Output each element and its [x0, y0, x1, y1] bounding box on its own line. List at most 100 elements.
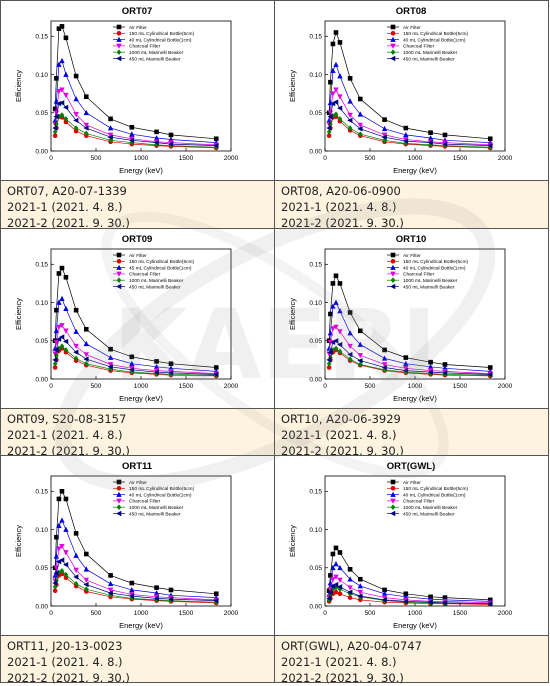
chart-ortgwl: ORT(GWL) 0 500 1000 1500 2000 0.00 0.05 0.10 0.15…	[288, 461, 513, 630]
series-line	[328, 63, 491, 143]
data-point	[154, 597, 159, 603]
legend-label: 150 mL Cylindrical Bottle(5cm)	[129, 31, 195, 37]
data-point	[347, 76, 353, 81]
data-point	[442, 142, 448, 149]
y-tick-label: 0.05	[35, 110, 48, 117]
x-tick-label: 1500	[453, 610, 468, 617]
caption-date-2: 2021-2 (2021. 9. 30.)	[281, 444, 404, 458]
legend-label: 450 mL Marinelli Beaker	[403, 511, 455, 517]
data-point	[129, 587, 135, 593]
legend-marker	[390, 49, 396, 55]
data-point	[337, 73, 343, 79]
data-point	[213, 144, 219, 150]
data-point	[52, 351, 58, 357]
data-point	[333, 561, 339, 567]
legend-marker	[390, 510, 396, 517]
data-point	[83, 326, 89, 332]
data-point	[129, 354, 135, 360]
x-tick-label: 0	[49, 155, 53, 162]
data-point	[168, 370, 174, 376]
caption-date-1: 2021-1 (2021. 4. 8.)	[7, 655, 123, 669]
data-point	[357, 126, 363, 132]
data-point	[168, 596, 174, 602]
series-line	[54, 60, 217, 143]
data-point	[333, 324, 339, 330]
data-point	[153, 369, 159, 375]
data-point	[357, 111, 363, 117]
data-point	[213, 365, 219, 370]
data-point	[442, 362, 448, 367]
data-point	[63, 35, 69, 41]
x-tick-label: 1500	[179, 610, 194, 617]
data-point	[168, 132, 174, 138]
table-rule	[0, 635, 549, 636]
data-point	[427, 599, 433, 605]
legend-marker	[116, 31, 122, 36]
legend-label: Air Filter	[403, 480, 421, 486]
data-point	[403, 132, 409, 138]
legend-label: 1000 mL Marinelli Beaker	[129, 50, 184, 56]
data-point	[56, 299, 62, 305]
data-point	[59, 112, 65, 118]
data-point	[333, 545, 339, 551]
data-point	[107, 132, 114, 138]
data-point	[129, 360, 135, 367]
y-tick-label: 0.00	[35, 603, 48, 610]
data-point	[52, 357, 58, 363]
table-rule	[0, 180, 549, 181]
legend-marker	[390, 504, 396, 510]
x-axis-label: Energy (keV)	[393, 394, 437, 403]
chart-title: ORT(GWL)	[387, 461, 436, 472]
panel-ort11-chart-cell: ORT11 0 500 1000 1500 2000 0.00 0.05 0.10 0.15 Ene…	[1, 456, 274, 635]
y-tick-label: 0.10	[35, 72, 48, 79]
data-point	[402, 138, 409, 144]
data-point	[333, 87, 339, 93]
data-point	[63, 496, 69, 502]
legend-label: 40 mL Cylindrical Bottle(1cm)	[403, 265, 466, 271]
data-point	[337, 584, 343, 590]
data-point	[83, 94, 89, 100]
legend-label: 450 mL Marinelli Beaker	[129, 511, 181, 517]
caption-date-2: 2021-2 (2021. 9. 30.)	[7, 216, 130, 230]
legend-marker	[390, 283, 396, 290]
legend-label: 45 mL Cylindrical Bottle(1cm)	[129, 265, 192, 271]
data-point	[107, 580, 114, 587]
legend-marker	[116, 510, 122, 517]
legend-label: 150 mL Cylindrical Bottle(5cm)	[129, 259, 195, 265]
data-point	[129, 139, 135, 146]
data-point	[213, 136, 219, 142]
data-point	[56, 522, 62, 529]
y-tick-label: 0.05	[309, 110, 322, 117]
data-point	[357, 341, 363, 347]
data-point	[59, 544, 65, 550]
data-point	[52, 588, 58, 594]
y-tick-label: 0.05	[35, 338, 48, 345]
data-point	[59, 100, 65, 106]
data-point	[326, 357, 332, 363]
data-point	[327, 589, 333, 595]
data-point	[427, 369, 433, 375]
data-point	[427, 363, 434, 370]
legend-marker	[116, 504, 122, 510]
data-point	[347, 330, 353, 336]
data-point	[427, 139, 433, 146]
legend-marker	[116, 271, 122, 277]
x-tick-label: 1000	[134, 383, 149, 390]
y-tick-label: 0.05	[309, 338, 322, 345]
series-line	[54, 267, 217, 368]
data-point	[63, 274, 69, 280]
data-point	[83, 551, 89, 557]
legend-marker	[390, 55, 396, 62]
caption-sample-id: ORT07, A20-07-1339	[7, 184, 127, 198]
caption-date-1: 2021-1 (2021. 4. 8.)	[7, 200, 123, 214]
series-line	[54, 102, 217, 146]
series-line	[54, 298, 217, 372]
legend-label: Charcoal Filter	[129, 272, 161, 278]
x-tick-label: 1500	[179, 155, 194, 162]
data-point	[54, 534, 59, 540]
caption-sample-id: ORT11, J20-13-0023	[7, 639, 123, 653]
legend-marker	[116, 277, 122, 283]
legend-label: 1000 mL Marinelli Beaker	[403, 278, 458, 284]
data-point	[129, 580, 135, 586]
